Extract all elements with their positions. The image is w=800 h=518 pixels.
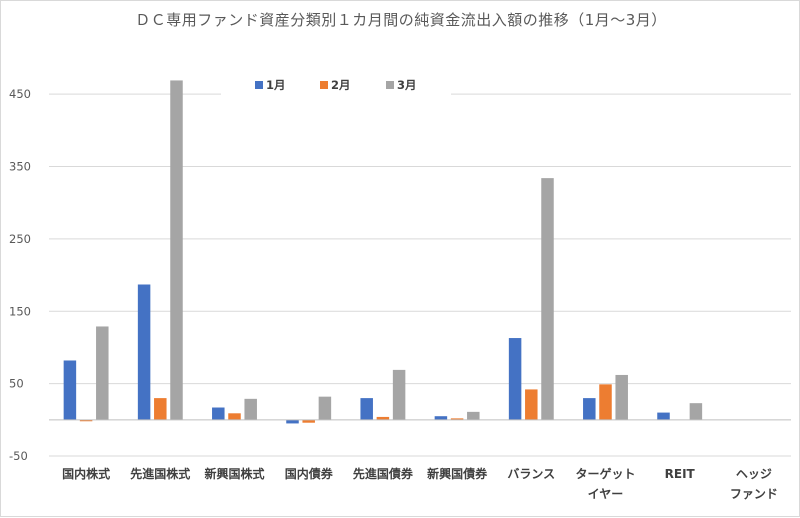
legend-label: 3月 [397,78,417,92]
x-category-label: イヤー [588,487,624,501]
bar-1月-バランス [508,338,522,420]
x-category-label: 先進国債券 [353,466,414,481]
bar-3月-国内株式 [96,326,109,420]
chart-title: ＤＣ専用ファンド資産分類別１カ月間の純資金流出入額の推移（1月～3月） [135,11,667,29]
y-tick-label: 150 [9,304,31,318]
x-category-label: 国内株式 [62,466,110,481]
y-tick-label: -50 [9,449,28,463]
bar-2月-バランス [525,389,538,420]
bar-1月-先進国株式 [137,284,151,420]
x-category-label: 新興国債券 [427,466,488,481]
x-category-label: ヘッジ [736,467,772,481]
x-category-label: ファンド [730,487,778,501]
bar-2月-先進国債券 [376,416,390,420]
bar-3月-バランス [541,178,554,420]
bar-3月-REIT [689,403,703,420]
x-category-label: バランス [507,467,555,481]
legend-swatch [320,81,328,89]
legend-label: 2月 [331,78,351,92]
y-tick-label: 450 [9,87,31,101]
bar-1月-新興国株式 [212,407,225,420]
bars [63,80,703,424]
y-tick-label: 250 [9,232,31,246]
bar-3月-先進国債券 [392,369,406,420]
bar-1月-ターゲットイヤー [583,398,596,420]
bar-3月-国内債券 [318,396,332,420]
y-tick-label: 50 [9,377,24,391]
bar-2月-国内株式 [79,419,93,422]
bar-1月-国内株式 [63,360,77,420]
bar-2月-ターゲットイヤー [599,384,612,420]
legend-swatch [255,81,263,89]
bar-3月-先進国株式 [170,80,183,420]
bar-1月-REIT [657,412,670,420]
y-tick-label: 350 [9,160,31,174]
x-category-label: 国内債券 [285,466,334,481]
legend: 1月 2月 3月 [221,73,451,99]
bar-3月-新興国株式 [244,398,257,420]
bar-2月-国内債券 [302,419,315,423]
axes: -50 50 150 250 350 450 国内株式 先進国株式 新興国株式 国内債券 先進国債券… [9,87,791,501]
bar-1月-新興国債券 [434,416,448,420]
bar-1月-先進国債券 [360,398,373,420]
x-category-label: 先進国株式 [130,466,190,481]
bar-3月-新興国債券 [467,411,480,420]
bar-3月-ターゲットイヤー [615,374,628,420]
bar-1月-国内債券 [286,419,299,424]
x-category-label: 新興国株式 [204,466,264,481]
bar-2月-新興国株式 [228,413,241,420]
legend-swatch [386,81,394,89]
x-category-label: ターゲット [575,466,635,481]
bar-2月-新興国債券 [450,418,464,420]
legend-label: 1月 [266,78,286,92]
bar-2月-先進国株式 [154,398,167,420]
x-category-label: REIT [665,467,696,481]
